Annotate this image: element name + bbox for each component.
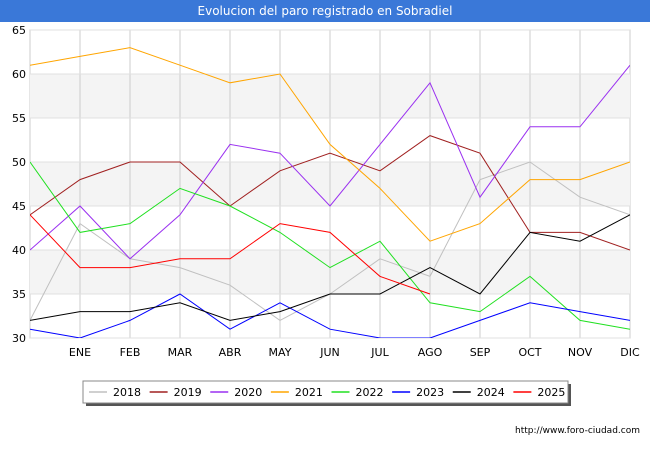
x-tick-label: ENE	[69, 346, 91, 359]
series-line-2025	[30, 214, 431, 295]
legend-label-2022: 2022	[356, 386, 384, 399]
series-line-2023	[30, 293, 630, 338]
x-tick-label: JUN	[319, 346, 340, 359]
y-axis-ticks: 30 35 40 45 50 55 60 65	[12, 24, 630, 345]
x-tick-label: MAR	[168, 346, 193, 359]
legend-label-2020: 2020	[234, 386, 262, 399]
y-tick-label: 55	[12, 112, 26, 125]
series-line-2022	[30, 161, 630, 330]
legend-label-2023: 2023	[416, 386, 444, 399]
x-tick-label: FEB	[120, 346, 141, 359]
source-url: http://www.foro-ciudad.com	[515, 426, 640, 436]
x-tick-label: DIC	[620, 346, 640, 359]
legend-label-2018: 2018	[113, 386, 141, 399]
y-tick-label: 30	[12, 332, 26, 345]
y-tick-label: 50	[12, 156, 26, 169]
legend-box	[82, 380, 569, 404]
x-tick-label: SEP	[470, 346, 491, 359]
legend-label-2021: 2021	[295, 386, 323, 399]
y-tick-label: 35	[12, 288, 26, 301]
x-tick-label: NOV	[568, 346, 593, 359]
x-tick-label: AGO	[418, 346, 443, 359]
x-tick-label: JUL	[370, 346, 389, 359]
chart-title: Evolucion del paro registrado en Sobradi…	[0, 0, 650, 22]
y-tick-label: 65	[12, 24, 26, 37]
x-tick-label: OCT	[518, 346, 541, 359]
y-tick-label: 60	[12, 68, 26, 81]
legend: 2018 2019 2020 2021 2022 2023 2024 2025	[82, 380, 571, 406]
series-line-2020	[30, 64, 630, 260]
series-lines	[30, 47, 630, 338]
vertical-gridlines	[79, 30, 581, 338]
series-line-2024	[30, 214, 630, 321]
series-line-2021	[30, 47, 630, 242]
x-axis-ticks: ENE FEB MAR ABR MAY JUN JUL AGO SEP OCT NOV DIC	[69, 346, 640, 359]
legend-label-2025: 2025	[537, 386, 565, 399]
legend-label-2019: 2019	[174, 386, 202, 399]
legend-label-2024: 2024	[477, 386, 505, 399]
x-tick-label: ABR	[219, 346, 242, 359]
y-tick-label: 45	[12, 200, 26, 213]
y-tick-label: 40	[12, 244, 26, 257]
x-tick-label: MAY	[269, 346, 292, 359]
